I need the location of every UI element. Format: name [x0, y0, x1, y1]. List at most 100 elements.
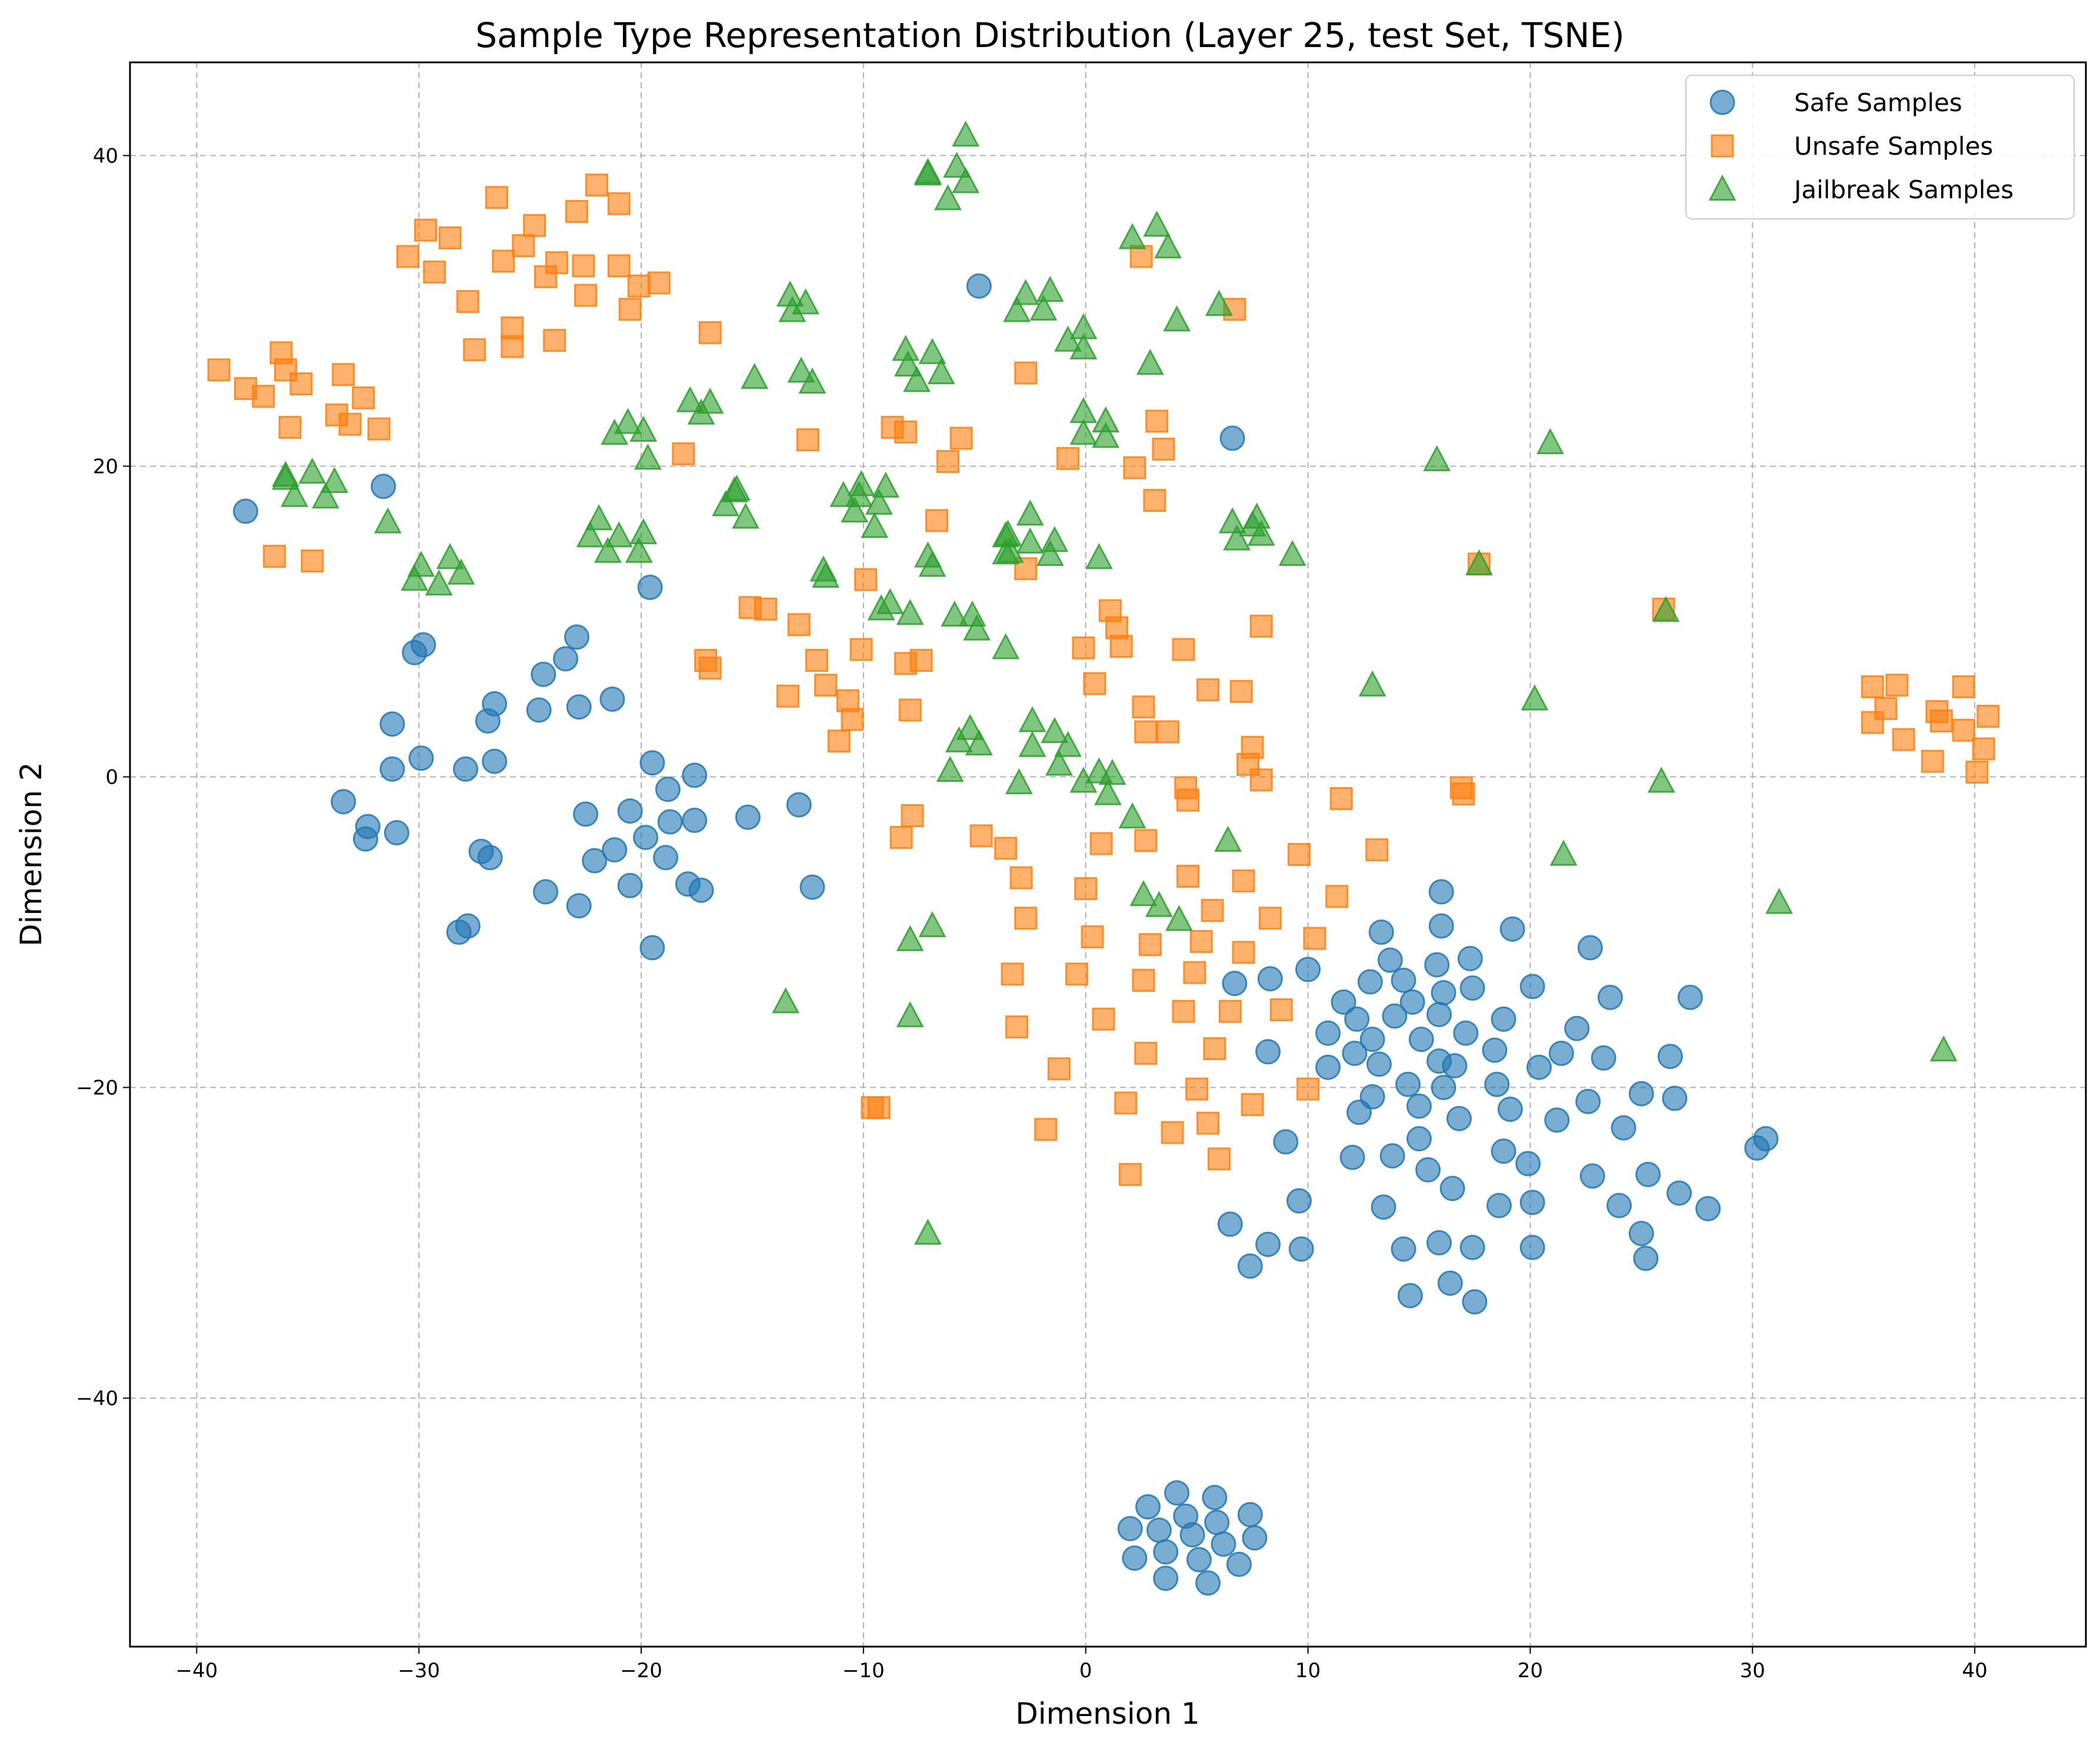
circle-point — [655, 777, 681, 802]
circle-point — [1519, 974, 1545, 1000]
circle-point — [1315, 1054, 1341, 1080]
circle-point — [1431, 980, 1456, 1005]
triangle-point — [812, 561, 840, 588]
circle-point — [1426, 1230, 1452, 1256]
square-point — [754, 597, 778, 621]
circle-point — [455, 913, 481, 939]
triangle-point — [425, 569, 453, 596]
triangle-point — [861, 512, 889, 538]
circle-point — [453, 756, 479, 782]
series-circle — [232, 273, 1779, 1596]
square-point — [1874, 697, 1898, 720]
legend-marker-square — [1711, 134, 1734, 158]
triangle-point — [918, 911, 946, 938]
square-point — [1014, 907, 1038, 930]
triangle-point — [374, 507, 402, 534]
circle-point — [682, 762, 708, 788]
circle-point — [1286, 1188, 1312, 1214]
square-point — [925, 509, 949, 532]
circle-point — [1519, 1190, 1545, 1215]
triangle-point — [436, 543, 464, 569]
circle-point — [1371, 1194, 1396, 1220]
circle-point — [1153, 1565, 1179, 1591]
triangle-point — [965, 729, 993, 756]
triangle-point — [1018, 706, 1046, 732]
circle-point — [475, 708, 501, 734]
y-tick-label: 40 — [93, 144, 118, 168]
circle-point — [566, 694, 592, 720]
circle-point — [371, 474, 396, 499]
circle-point — [799, 874, 825, 900]
circle-point — [602, 837, 628, 863]
circle-point — [1628, 1221, 1654, 1247]
circle-point — [1497, 1096, 1523, 1122]
square-point — [1118, 1162, 1142, 1186]
circle-point — [1395, 1071, 1421, 1097]
square-point — [278, 415, 302, 439]
triangle-point — [1041, 525, 1069, 552]
triangle-point — [1765, 888, 1794, 914]
square-point — [501, 335, 524, 358]
triangle-point — [447, 558, 475, 585]
square-point — [1089, 832, 1113, 855]
circle-point — [735, 804, 761, 830]
circle-point — [617, 798, 643, 824]
triangle-point — [576, 521, 604, 548]
triangle-point — [865, 488, 893, 515]
circle-point — [1211, 1531, 1236, 1557]
square-point — [1047, 1057, 1071, 1081]
triangle-point — [918, 551, 946, 577]
circle-point — [482, 748, 508, 774]
square-point — [565, 199, 588, 223]
circle-point — [1544, 1107, 1570, 1133]
circle-point — [1135, 1494, 1161, 1520]
circle-point — [1424, 952, 1450, 978]
circle-point — [553, 646, 579, 672]
chart-title: Sample Type Representation Distribution … — [475, 15, 1625, 55]
triangle-point — [298, 457, 326, 484]
x-tick-label: −40 — [175, 1659, 218, 1683]
circle-point — [1753, 1126, 1779, 1152]
triangle-point — [936, 755, 964, 782]
circle-point — [1633, 1245, 1659, 1271]
circle-point — [1457, 945, 1483, 971]
triangle-point — [312, 482, 339, 509]
legend-marker-triangle — [1708, 174, 1736, 201]
triangle-point — [1118, 223, 1146, 249]
triangle-point — [1154, 232, 1182, 259]
legend-frame — [1685, 75, 2075, 219]
circle-point — [1577, 935, 1603, 961]
square-point — [1365, 838, 1389, 862]
circle-point — [1153, 1539, 1179, 1565]
circle-point — [1255, 1039, 1281, 1065]
square-point — [1134, 1041, 1158, 1065]
circle-point — [1406, 1093, 1432, 1119]
triangle-point — [896, 925, 924, 951]
square-point — [814, 674, 838, 697]
square-point — [367, 417, 391, 441]
circle-point — [1453, 1020, 1479, 1046]
circle-point — [1484, 1071, 1510, 1097]
triangle-point — [1136, 348, 1164, 375]
triangle-point — [594, 537, 622, 563]
legend: Safe Samples Unsafe Samples Jailbreak Samp… — [1685, 75, 2075, 219]
triangle-point — [896, 1001, 924, 1028]
triangle-point — [1423, 445, 1451, 471]
square-point — [1172, 1000, 1195, 1023]
triangle-point — [1094, 779, 1122, 805]
circle-point — [1117, 1515, 1143, 1541]
square-point — [827, 729, 851, 753]
circle-point — [1257, 966, 1283, 992]
circle-point — [1548, 1040, 1574, 1066]
circle-point — [653, 845, 679, 871]
triangle-point — [1358, 670, 1386, 697]
circle-point — [1526, 1054, 1552, 1080]
square-point — [849, 638, 873, 661]
square-point — [1929, 709, 1953, 732]
square-point — [1083, 672, 1106, 695]
square-point — [1009, 866, 1033, 890]
triangle-point — [1247, 519, 1275, 546]
square-point — [1921, 749, 1944, 773]
square-point — [1952, 718, 1975, 742]
triangle-point — [732, 502, 760, 529]
